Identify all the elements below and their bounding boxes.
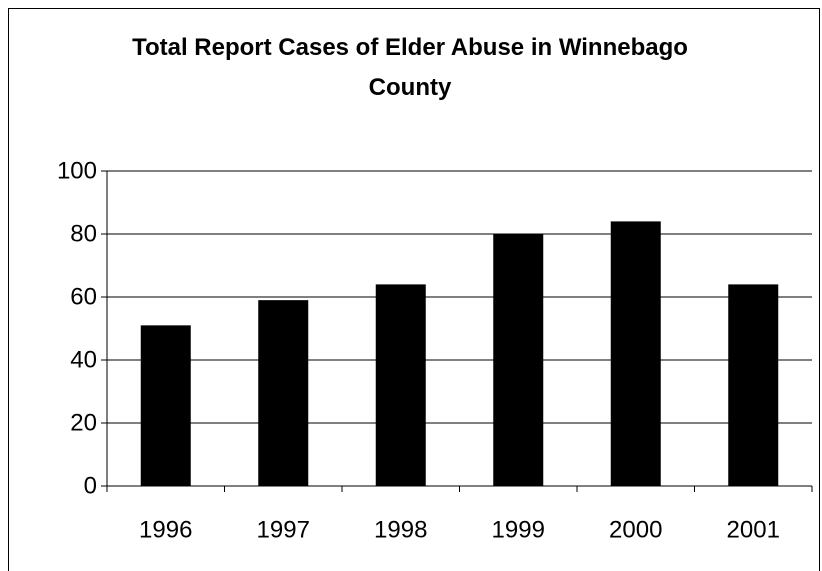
y-tick-label: 20 xyxy=(70,409,97,436)
bar xyxy=(493,234,544,486)
x-tick-label: 1997 xyxy=(257,516,310,543)
x-tick-label: 1999 xyxy=(492,516,545,543)
bar xyxy=(375,284,426,486)
y-tick-label: 40 xyxy=(70,346,97,373)
x-tick-label: 1996 xyxy=(139,516,192,543)
x-tick-label: 2001 xyxy=(727,516,780,543)
y-tick-label: 0 xyxy=(84,472,97,499)
y-tick-label: 100 xyxy=(57,157,97,184)
bar xyxy=(140,325,191,486)
y-tick-label: 60 xyxy=(70,283,97,310)
y-tick-label: 80 xyxy=(70,220,97,247)
bar xyxy=(728,284,779,486)
chart-frame xyxy=(8,8,820,571)
bar xyxy=(610,221,661,486)
bar xyxy=(258,300,309,486)
x-tick-label: 2000 xyxy=(609,516,662,543)
x-tick-label: 1998 xyxy=(374,516,427,543)
chart-title: Total Report Cases of Elder Abuse in Win… xyxy=(132,34,688,101)
